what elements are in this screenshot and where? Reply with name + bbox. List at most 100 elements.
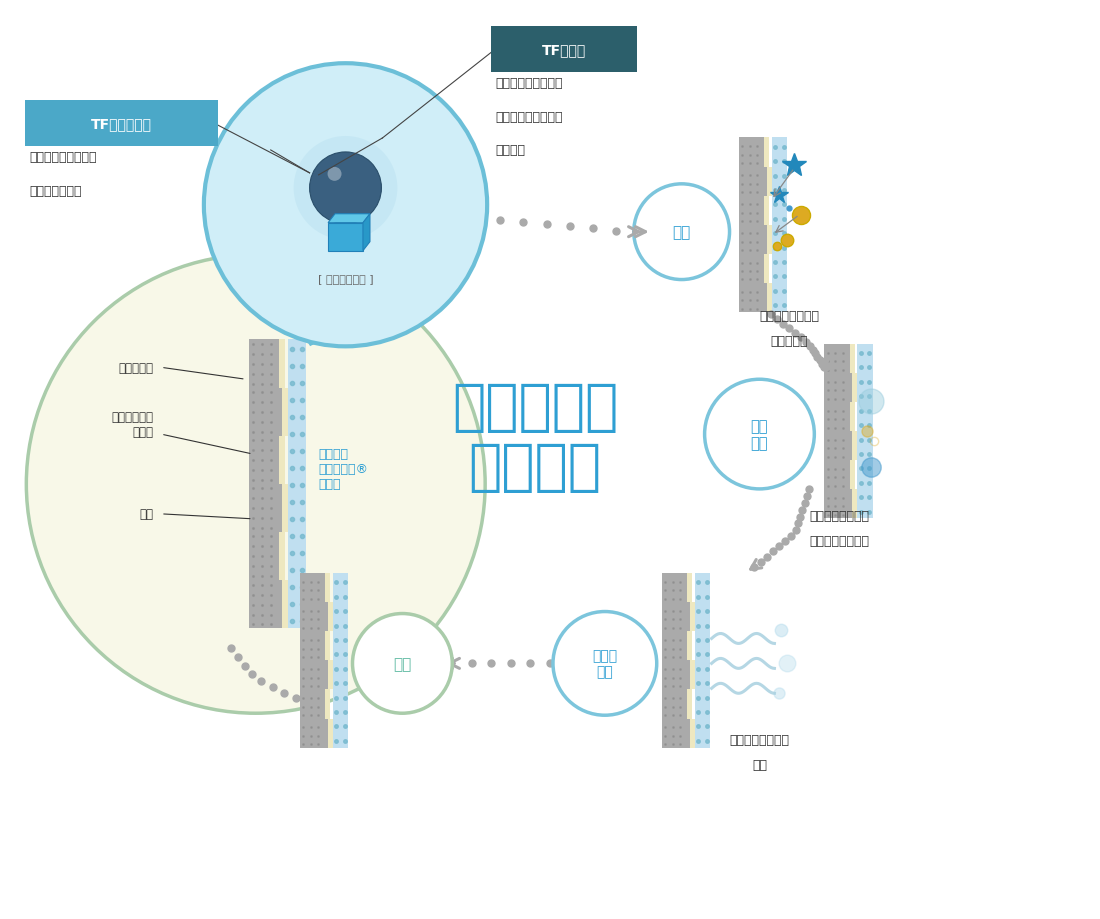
Bar	[850, 460, 855, 490]
Text: TF窒素化合物: TF窒素化合物	[91, 117, 152, 130]
Bar	[662, 573, 688, 603]
Bar	[764, 139, 769, 167]
Text: 作用で水や二酸化炭: 作用で水や二酸化炭	[495, 111, 562, 124]
Bar	[824, 373, 852, 403]
Bar	[857, 345, 872, 518]
Text: ニオイの元になる: ニオイの元になる	[759, 310, 820, 323]
Text: トリプル
フレッシュ®
消臭剤: トリプル フレッシュ® 消臭剤	[319, 448, 369, 491]
Text: 分解・
放出: 分解・ 放出	[592, 649, 617, 679]
Bar	[690, 719, 695, 748]
Text: 二酸化炭素に分解: 二酸化炭素に分解	[810, 534, 869, 547]
Bar	[852, 373, 857, 403]
Text: ニオイの元を水と: ニオイの元を水と	[810, 509, 869, 522]
Bar	[278, 532, 285, 581]
Bar	[328, 223, 363, 252]
Bar	[299, 603, 328, 631]
Bar	[767, 167, 771, 197]
Polygon shape	[328, 214, 370, 223]
Bar	[824, 460, 850, 490]
Bar	[662, 603, 690, 631]
Bar	[852, 432, 857, 460]
Bar	[282, 581, 288, 629]
Bar	[738, 225, 767, 255]
Circle shape	[26, 255, 485, 713]
Bar	[299, 661, 328, 690]
Bar	[688, 690, 692, 719]
Text: 空気を洗う: 空気を洗う	[452, 380, 618, 435]
Bar	[662, 719, 690, 748]
Circle shape	[634, 185, 729, 280]
Bar	[249, 437, 278, 484]
Text: 吸着: 吸着	[672, 225, 691, 240]
Bar	[767, 225, 771, 255]
Bar	[771, 139, 786, 312]
Bar	[690, 603, 695, 631]
Bar	[764, 197, 769, 225]
Bar	[282, 388, 288, 437]
Bar	[249, 532, 278, 581]
Bar	[328, 603, 333, 631]
FancyBboxPatch shape	[491, 28, 637, 74]
Bar	[764, 255, 769, 284]
Bar	[738, 255, 764, 284]
Polygon shape	[363, 214, 370, 252]
Text: 塩化ビニール
樹脂層: 塩化ビニール 樹脂層	[111, 411, 153, 438]
Bar	[738, 167, 767, 197]
Bar	[824, 403, 850, 432]
Bar	[299, 690, 326, 719]
Bar	[852, 490, 857, 518]
Bar	[326, 573, 330, 603]
Bar	[688, 573, 692, 603]
Text: 裏打ち紙層: 裏打ち紙層	[118, 361, 153, 374]
Bar	[824, 490, 852, 518]
Bar	[688, 631, 692, 661]
Text: 触媒
作用: 触媒 作用	[750, 418, 768, 451]
Circle shape	[294, 137, 397, 241]
Bar	[662, 690, 688, 719]
Bar	[333, 573, 348, 748]
Bar	[278, 437, 285, 484]
Circle shape	[705, 380, 814, 490]
Polygon shape	[296, 320, 341, 345]
Text: 悪臭原因物質を触媒: 悪臭原因物質を触媒	[495, 77, 562, 90]
Bar	[249, 581, 282, 629]
Text: 水と二酸化炭素を: 水と二酸化炭素を	[729, 733, 790, 746]
Bar	[326, 631, 330, 661]
Text: 速効吸着・分解: 速効吸着・分解	[30, 185, 81, 198]
Bar	[288, 340, 306, 629]
Text: 放出: 放出	[752, 758, 767, 771]
Bar	[767, 284, 771, 312]
Text: [ 拡大イメージ ]: [ 拡大イメージ ]	[318, 273, 373, 283]
Text: 素に分解: 素に分解	[495, 143, 525, 157]
Text: アルデヒド系物質を: アルデヒド系物質を	[30, 151, 97, 164]
Circle shape	[204, 64, 487, 347]
Bar	[278, 340, 285, 388]
FancyBboxPatch shape	[25, 101, 218, 147]
Bar	[824, 345, 850, 373]
Bar	[299, 719, 328, 748]
Bar	[695, 573, 711, 748]
Bar	[850, 345, 855, 373]
Bar	[738, 197, 764, 225]
Text: 印刷: 印刷	[139, 508, 153, 521]
Bar	[850, 403, 855, 432]
Bar	[282, 484, 288, 532]
Bar	[249, 340, 278, 388]
Bar	[249, 388, 282, 437]
Text: 再生: 再生	[393, 656, 411, 671]
Text: TF金属塩: TF金属塩	[542, 43, 586, 57]
Bar	[299, 631, 326, 661]
Bar	[328, 719, 333, 748]
Circle shape	[309, 153, 382, 224]
Bar	[662, 661, 690, 690]
Circle shape	[352, 614, 452, 713]
Bar	[690, 661, 695, 690]
Circle shape	[553, 612, 657, 716]
Bar	[299, 573, 326, 603]
Bar	[824, 432, 852, 460]
Bar	[738, 284, 767, 312]
Bar	[738, 139, 764, 167]
Bar	[326, 690, 330, 719]
Text: 物質を吸着: 物質を吸着	[771, 335, 808, 348]
Text: はたらき: はたらき	[469, 440, 602, 494]
